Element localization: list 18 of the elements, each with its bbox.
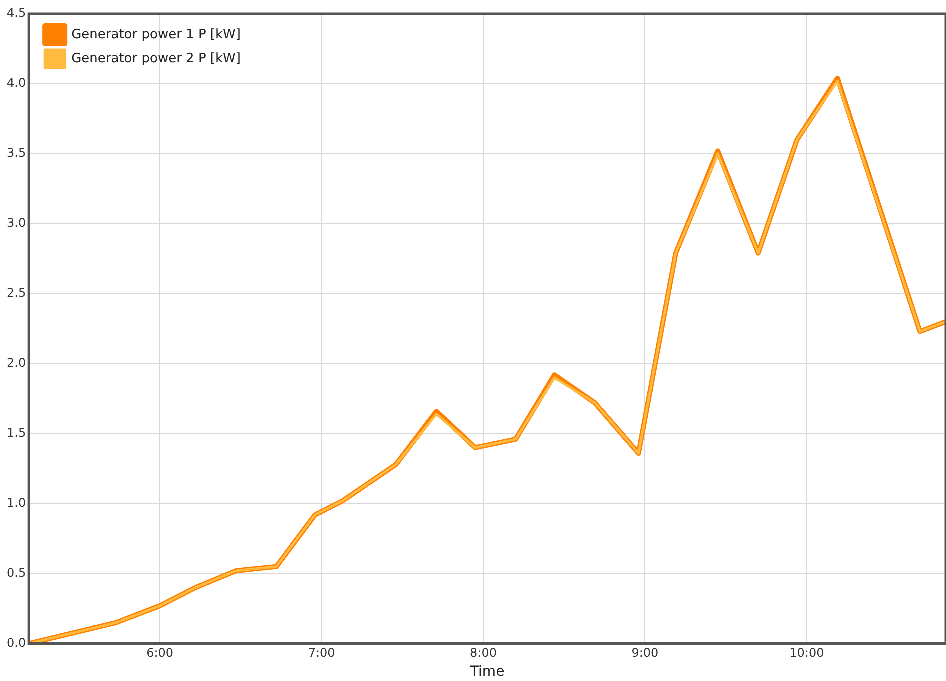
y-tick-label: 4.5 [6, 6, 26, 20]
y-tick-label: 3.0 [6, 216, 26, 230]
x-tick-label: 8:00 [470, 646, 497, 660]
y-tick-label: 1.5 [6, 426, 26, 440]
x-tick-label: 7:00 [308, 646, 336, 660]
y-tick-label: 4.0 [6, 76, 26, 90]
x-tick-label: 6:00 [146, 646, 174, 660]
y-tick-label: 3.5 [6, 146, 26, 160]
x-tick-label: 10:00 [790, 646, 824, 660]
y-tick-label: 2.5 [6, 286, 26, 300]
legend-label: Generator power 2 P [kW] [72, 51, 241, 66]
y-tick-label: 1.0 [6, 496, 26, 510]
y-tick-label: 0.0 [6, 636, 26, 650]
legend-label: Generator power 1 P [kW] [72, 27, 241, 42]
y-tick-label: 0.5 [6, 566, 26, 580]
x-axis-title: Time [469, 664, 505, 680]
y-tick-label: 2.0 [6, 356, 26, 370]
x-tick-label: 9:00 [632, 646, 659, 660]
